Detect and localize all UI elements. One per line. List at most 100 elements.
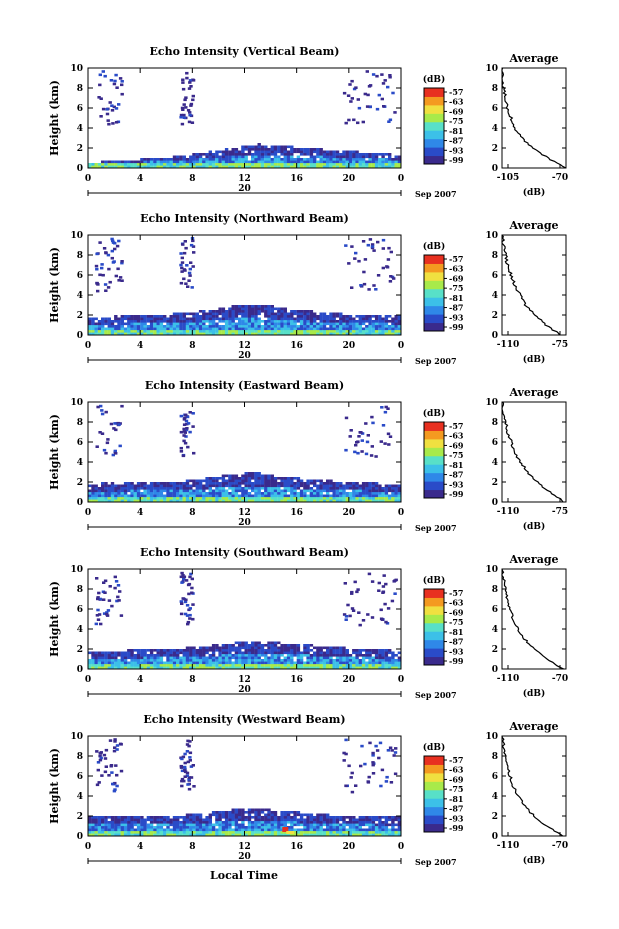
heatmap-cell: [117, 317, 121, 321]
heatmap-cell: [313, 332, 317, 336]
heatmap-cell: [247, 808, 252, 812]
colorbar-tick-label: -93: [449, 145, 464, 155]
heatmap-cell: [94, 487, 98, 490]
avg-x-label: (dB): [523, 187, 545, 198]
colorbar-frame: [423, 87, 445, 165]
heatmap-cell: [140, 330, 144, 333]
heatmap-cell: [397, 332, 402, 336]
colorbar-title: (dB): [423, 408, 445, 419]
heatmap-cell: [339, 664, 343, 667]
heatmap-cell: [339, 656, 343, 660]
heatmap-cell: [296, 649, 301, 652]
heatmap-cell: [277, 477, 281, 480]
heatmap-cell: [231, 150, 235, 154]
heatmap-cell: [346, 94, 351, 97]
heatmap-cell: [365, 666, 369, 670]
heatmap-cell: [251, 821, 255, 824]
heatmap-cell: [114, 821, 118, 824]
heatmap-cell: [182, 816, 186, 819]
heatmap-cell: [371, 327, 376, 331]
heatmap-cell: [254, 823, 258, 827]
heatmap-cell: [136, 654, 141, 657]
heatmap-cell: [260, 826, 265, 829]
heatmap-cell: [286, 482, 291, 485]
heatmap-cell: [208, 499, 212, 503]
heatmap-cell: [189, 317, 193, 321]
heatmap-cell: [172, 828, 177, 832]
heatmap-cell: [234, 307, 239, 311]
heatmap-cell: [202, 332, 206, 336]
heatmap-cell: [172, 327, 177, 331]
heatmap-cell: [198, 666, 203, 670]
heatmap-cell: [198, 479, 203, 483]
heatmap-cell: [267, 484, 271, 488]
heatmap-cell: [299, 317, 304, 321]
heatmap-cell: [231, 160, 235, 164]
heatmap-cell: [224, 826, 229, 829]
heatmap-cell: [280, 165, 284, 169]
heatmap-cell: [215, 312, 219, 316]
heatmap-cell: [208, 322, 212, 326]
heatmap-cell: [303, 666, 307, 670]
heatmap-cell: [116, 595, 120, 599]
heatmap-cell: [267, 482, 271, 485]
heatmap-cell: [277, 818, 281, 822]
heatmap-cell: [299, 484, 304, 488]
heatmap-cell: [95, 750, 99, 753]
heatmap-cell: [381, 155, 385, 159]
heatmap-cell: [370, 245, 375, 248]
heatmap-cell: [176, 320, 180, 323]
heatmap-cell: [101, 320, 105, 323]
heatmap-cell: [277, 327, 281, 331]
heatmap-cell: [182, 828, 186, 832]
heatmap-cell: [345, 654, 349, 657]
heatmap-cell: [104, 651, 108, 655]
heatmap-cell: [293, 813, 297, 817]
colorbar-tick-label: -87: [449, 303, 463, 313]
colorbar-tick-label: -69: [449, 440, 464, 450]
heatmap-cell: [247, 165, 252, 169]
heatmap-cell: [280, 818, 284, 822]
heatmap-cell: [335, 656, 340, 660]
heatmap-cell: [228, 153, 232, 156]
heatmap-cell: [97, 659, 102, 662]
heatmap-cell: [215, 659, 219, 662]
heatmap-cell: [105, 611, 109, 614]
heatmap-cell: [374, 823, 379, 827]
heatmap-cell: [260, 666, 265, 670]
heatmap-cell: [293, 664, 297, 667]
heatmap-cell: [348, 330, 353, 333]
heatmap-cell: [348, 499, 353, 503]
heatmap-cell: [391, 828, 395, 832]
heatmap-cell: [228, 477, 232, 480]
heatmap-cell: [260, 499, 265, 503]
heatmap-cell: [286, 494, 291, 498]
heatmap-cell: [133, 163, 137, 166]
date-label: Sep 2007: [415, 189, 457, 199]
heatmap-cell: [322, 813, 327, 817]
heatmap-cell: [169, 494, 173, 498]
heatmap-cell: [238, 661, 242, 665]
heatmap-cell: [159, 327, 164, 331]
heatmap-cell: [166, 821, 170, 824]
heatmap-cell: [97, 497, 102, 500]
heatmap-cell: [342, 816, 346, 819]
heatmap-cell: [254, 833, 258, 837]
heatmap-cell: [198, 325, 203, 328]
heatmap-cell: [172, 492, 177, 495]
heatmap-cell: [296, 327, 301, 331]
colorbar-swatch: [424, 823, 444, 833]
heatmap-cell: [254, 158, 258, 161]
heatmap-cell: [163, 160, 167, 164]
heatmap-cell: [384, 816, 389, 819]
heatmap-cell: [189, 572, 193, 576]
heatmap-cell: [169, 160, 173, 164]
heatmap-cell: [342, 833, 346, 837]
heatmap-cell: [296, 666, 301, 670]
heatmap-cell: [257, 489, 261, 493]
heatmap-cell: [238, 487, 242, 490]
heatmap-cell: [238, 479, 242, 483]
heatmap-cell: [277, 320, 281, 323]
heatmap-cell: [299, 325, 304, 328]
avg-y-tick-label: 10: [485, 231, 498, 241]
